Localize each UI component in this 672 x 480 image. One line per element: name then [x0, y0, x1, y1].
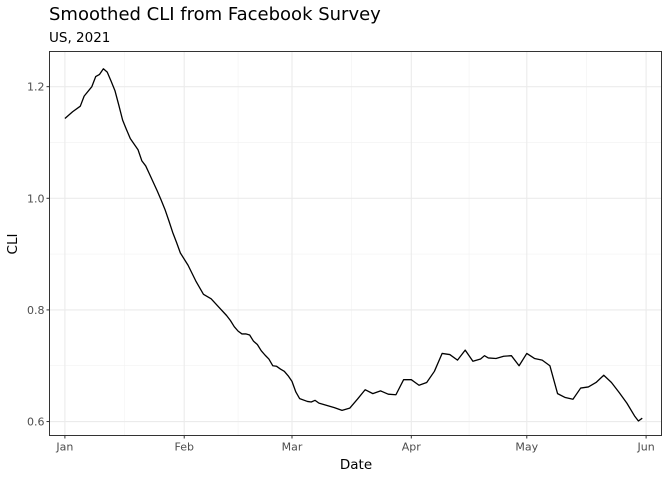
- x-axis: Jan Feb Mar Apr May Jun: [55, 435, 655, 454]
- y-tick-label: 1.0: [27, 192, 45, 205]
- series-layer: [64, 68, 643, 422]
- x-tick-label: Mar: [282, 441, 303, 454]
- x-axis-title: Date: [340, 457, 372, 473]
- grid-major: [49, 51, 662, 436]
- x-tick-label: Jun: [637, 441, 655, 454]
- y-tick-label: 1.2: [27, 81, 45, 94]
- x-tick-label: Feb: [174, 441, 193, 454]
- x-tick-label: Apr: [402, 441, 422, 454]
- y-tick-label: 0.6: [27, 416, 45, 429]
- y-axis-title: CLI: [5, 234, 21, 255]
- x-tick-label: Jan: [55, 441, 73, 454]
- plot-panel-border: [49, 51, 662, 436]
- y-axis: 0.6 0.8 1.0 1.2: [27, 81, 50, 429]
- grid-minor: [49, 51, 662, 436]
- plot-panel: [49, 51, 662, 436]
- y-tick-label: 0.8: [27, 304, 45, 317]
- x-tick-label: May: [515, 441, 538, 454]
- chart-title: Smoothed CLI from Facebook Survey: [49, 4, 381, 25]
- chart-subtitle: US, 2021: [49, 30, 110, 46]
- series-line: [64, 68, 643, 422]
